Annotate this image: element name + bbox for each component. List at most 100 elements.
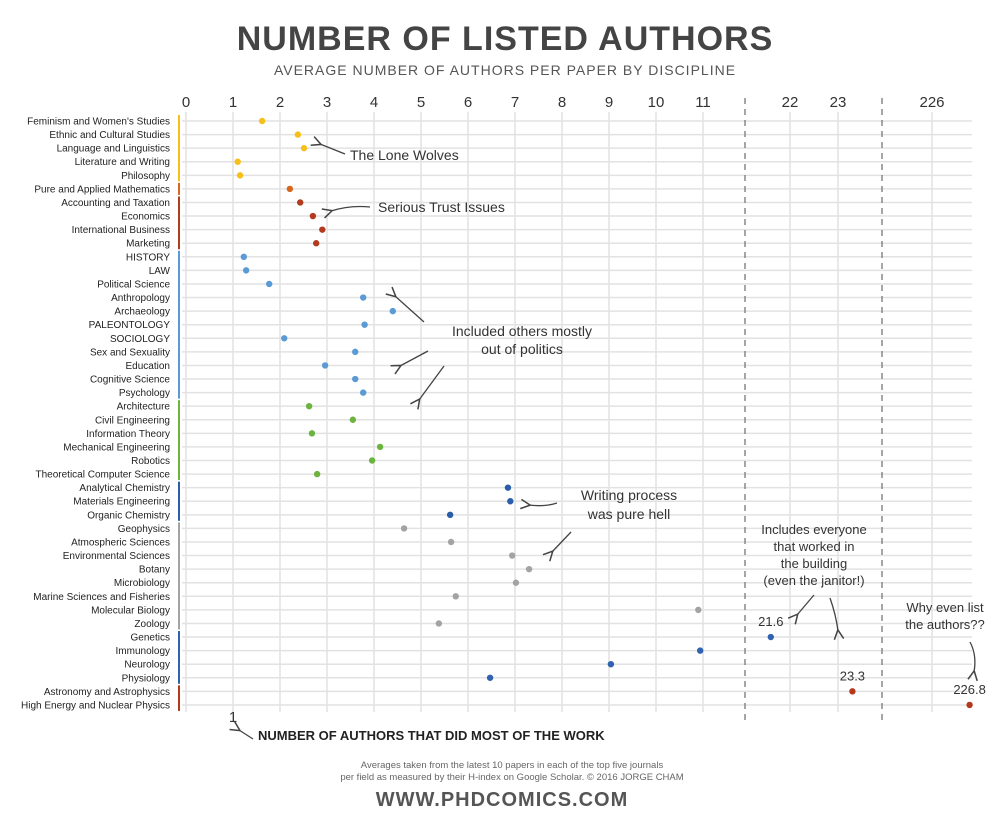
data-point (525, 565, 533, 573)
data-point (389, 307, 396, 315)
annotation-politics-1: Included others mostly (452, 323, 592, 339)
data-point (300, 144, 308, 152)
row-label: Theoretical Computer Science (35, 470, 170, 481)
data-point (361, 321, 368, 328)
data-point (452, 593, 459, 600)
row-label: Immunology (116, 646, 170, 657)
data-point (240, 253, 248, 260)
row-label: Marine Sciences and Fisheries (33, 592, 170, 603)
data-point (486, 674, 494, 681)
data-point (294, 131, 302, 138)
x-tick-label: 2 (276, 94, 284, 111)
row-label: Genetics (131, 633, 170, 644)
row-label: Botany (139, 565, 170, 576)
x-tick-label: 0 (182, 94, 190, 111)
row-label: Microbiology (114, 578, 170, 589)
row-label: Civil Engineering (95, 415, 170, 426)
data-point (308, 430, 316, 437)
arrow-icon (320, 144, 346, 155)
data-point (849, 688, 856, 695)
footer-note-line1: Averages taken from the latest 10 papers… (361, 760, 664, 771)
x-tick-label: 5 (417, 94, 425, 111)
row-label: Molecular Biology (91, 605, 170, 616)
row-label: Architecture (117, 402, 171, 413)
chart-subtitle: AVERAGE NUMBER OF AUTHORS PER PAPER BY D… (274, 62, 736, 78)
x-tick-label: 4 (370, 94, 378, 111)
x-tick-label: 11 (695, 94, 711, 111)
value-labels: 21.6 23.3 226.8 (758, 614, 986, 697)
data-point (695, 606, 702, 614)
annotation-building-2: that worked in (774, 539, 855, 554)
data-point (368, 457, 376, 464)
data-point (507, 498, 514, 505)
annotation-work-note: NUMBER OF AUTHORS THAT DID MOST OF THE W… (258, 728, 605, 743)
row-label: Literature and Writing (75, 157, 170, 168)
data-point (309, 212, 317, 220)
row-label: Political Science (97, 279, 170, 290)
row-label: Anthropology (111, 293, 170, 304)
data-value-label: 226.8 (953, 682, 986, 697)
data-point (265, 280, 273, 288)
annotation-one-value: 1 (229, 709, 237, 726)
row-label: Geophysics (118, 524, 170, 535)
data-point (234, 158, 241, 165)
row-label: Pure and Applied Mathematics (34, 184, 170, 195)
data-point (767, 633, 774, 641)
data-point (242, 267, 250, 274)
data-point (607, 661, 615, 668)
row-label: Information Theory (86, 429, 170, 440)
row-label: Sex and Sexuality (90, 347, 170, 358)
annotation-building-4: (even the janitor!) (763, 573, 864, 588)
annotation-why-2: the authors?? (905, 617, 985, 632)
footer-url[interactable]: WWW.PHDCOMICS.COM (376, 789, 629, 811)
data-point (504, 484, 512, 491)
row-label: SOCIOLOGY (110, 334, 170, 345)
arrow-icon (829, 597, 838, 631)
annotation-building-1: Includes everyone (761, 522, 867, 537)
data-point (305, 402, 313, 410)
row-label: Neurology (124, 660, 170, 671)
annotations: The Lone Wolves Serious Trust Issues Inc… (229, 144, 985, 743)
arrow-icon (529, 503, 558, 506)
row-label: Physiology (122, 673, 170, 684)
row-label: Organic Chemistry (87, 510, 170, 521)
arrow-icon (552, 531, 572, 552)
arrow-icon (797, 594, 815, 615)
x-tick-label: 3 (323, 94, 331, 111)
row-labels: Feminism and Women's Studies Ethnic and C… (21, 117, 171, 712)
row-label: Psychology (119, 388, 170, 399)
data-point (966, 701, 973, 709)
data-point (359, 294, 367, 301)
row-label: Robotics (131, 456, 170, 467)
data-value-label: 23.3 (840, 668, 865, 683)
annotation-lone-wolves: The Lone Wolves (350, 147, 459, 163)
data-point (297, 199, 304, 206)
row-label: HISTORY (126, 252, 170, 263)
row-label: Materials Engineering (73, 497, 170, 508)
data-point (236, 172, 244, 179)
x-tick-label: 226 (919, 94, 944, 111)
annotation-trust-issues: Serious Trust Issues (378, 199, 505, 215)
data-point (696, 647, 704, 654)
arrow-icon (970, 641, 975, 672)
data-point (286, 185, 294, 193)
row-label: Feminism and Women's Studies (27, 117, 170, 128)
row-label: Astronomy and Astrophysics (44, 687, 170, 698)
data-points (234, 117, 973, 709)
data-point (400, 525, 408, 532)
footer-note-line2: per field as measured by their H-index o… (340, 772, 683, 783)
x-tick-label: 1 (229, 94, 237, 111)
x-tick-label: 9 (605, 94, 613, 111)
data-point (435, 620, 443, 627)
annotation-writing-2: was pure hell (587, 506, 671, 522)
row-label: High Energy and Nuclear Physics (21, 700, 170, 711)
annotation-building-3: the building (781, 556, 848, 571)
data-point (281, 335, 288, 342)
row-label: Philosophy (121, 171, 170, 182)
data-point (352, 348, 359, 356)
grid (182, 98, 972, 720)
arrow-icon (400, 350, 429, 366)
data-value-label: 21.6 (758, 614, 783, 629)
annotation-politics-2: out of politics (481, 341, 563, 357)
